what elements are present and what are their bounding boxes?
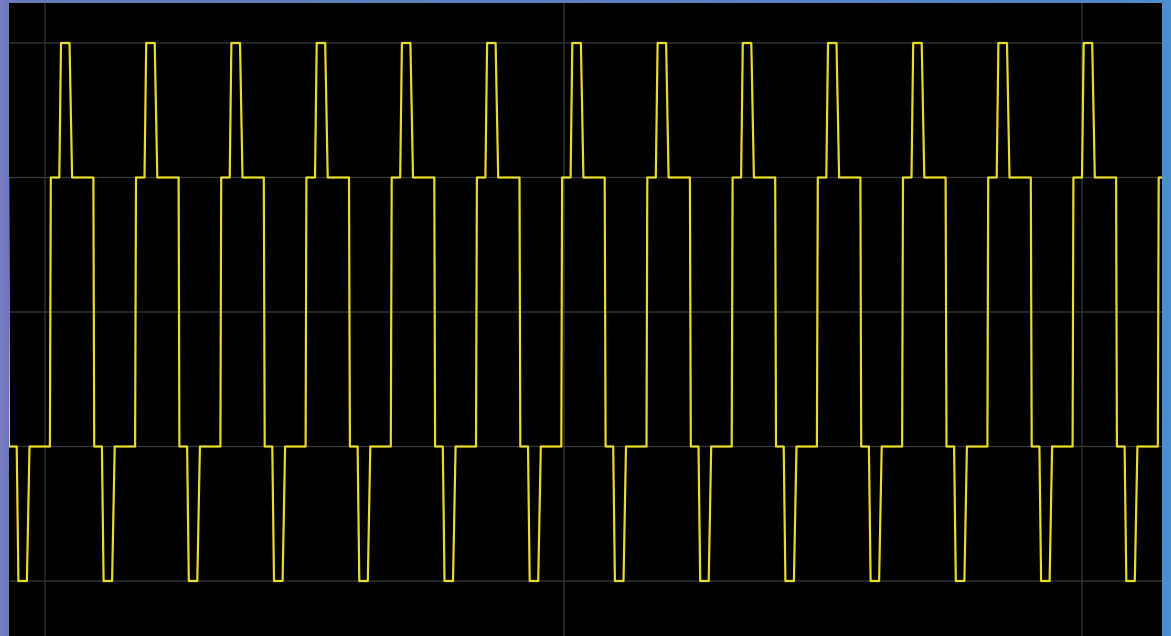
waveform-trace <box>9 41 1162 583</box>
graticule <box>9 3 1162 636</box>
trace-layer <box>9 41 1162 583</box>
waveform-plot <box>9 3 1162 636</box>
oscilloscope-screen <box>9 3 1162 636</box>
